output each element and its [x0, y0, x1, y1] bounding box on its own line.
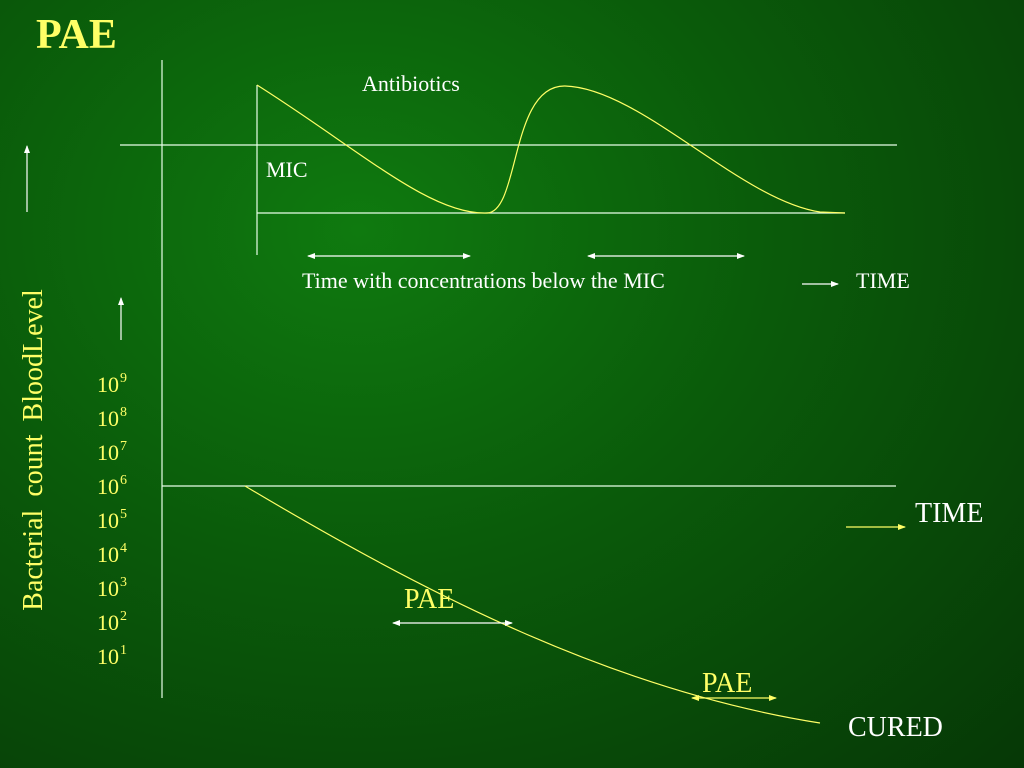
slide-title: PAE [36, 12, 117, 58]
bottom-time-label: TIME [915, 498, 984, 529]
y-tick-1e4: 104 [97, 541, 127, 567]
antibiotics-label: Antibiotics [362, 71, 460, 96]
bacterial-decline-curve [244, 485, 821, 724]
below-mic-label: Time with concentrations below the MIC [302, 268, 665, 293]
vertical-axis-label: Bacterial count BloodLevel [18, 289, 49, 611]
y-tick-1e7: 107 [97, 439, 127, 465]
y-axis-ticks: 109 108 107 106 105 104 103 102 101 [97, 368, 127, 674]
y-tick-1e1: 101 [97, 643, 127, 669]
concentration-curve [256, 84, 846, 214]
y-tick-1e2: 102 [97, 609, 127, 635]
y-tick-1e6: 106 [97, 473, 127, 499]
pae-label-1: PAE [404, 584, 455, 615]
y-tick-1e9: 109 [97, 371, 127, 397]
mic-label: MIC [266, 157, 308, 182]
y-tick-1e5: 105 [97, 507, 127, 533]
top-time-label: TIME [856, 268, 910, 293]
cured-label: CURED [848, 712, 943, 743]
pae-label-2: PAE [702, 668, 753, 699]
y-tick-1e3: 103 [97, 575, 127, 601]
y-tick-1e8: 108 [97, 405, 127, 431]
